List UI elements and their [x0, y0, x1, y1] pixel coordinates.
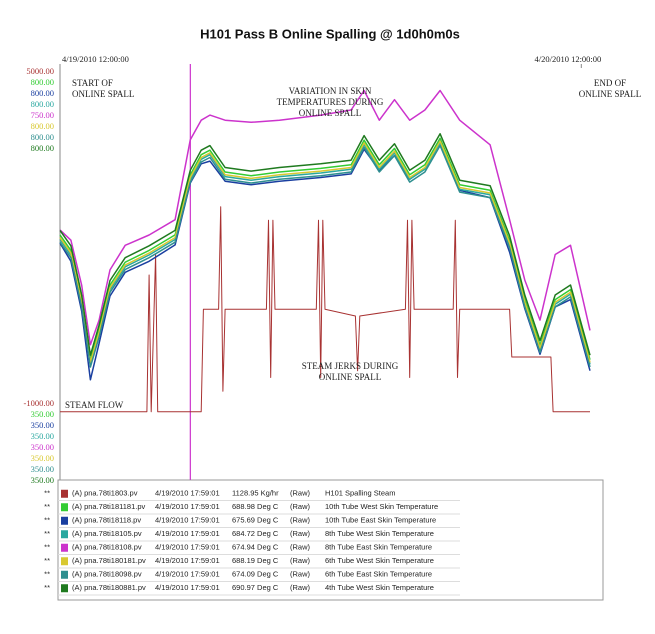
annotation: STEAM JERKS DURING [302, 361, 399, 371]
y-tick-label: 350.00 [31, 442, 54, 452]
annotation: END OF [594, 78, 626, 88]
legend-tag: (A) pna.78ti18118.pv [72, 516, 141, 525]
y-tick-label: 800.00 [31, 132, 54, 142]
y-tick-label: 800.00 [31, 88, 54, 98]
legend-reading: 690.97 Deg C [232, 583, 279, 592]
annotation: TEMPERATURES DURING [277, 97, 384, 107]
y-tick-label: 750.00 [31, 110, 54, 120]
legend-tag: (A) pna.78ti1803.pv [72, 489, 138, 498]
legend-reading: 1128.95 Kg/hr [232, 489, 279, 498]
legend-mode: (Raw) [290, 516, 311, 525]
series-line [60, 206, 590, 413]
legend-name: 6th Tube West Skin Temperature [325, 556, 434, 565]
y-tick-label: 350.00 [31, 475, 54, 485]
annotation: STEAM FLOW [65, 400, 124, 410]
legend-timestamp: 4/19/2010 17:59:01 [155, 502, 220, 511]
legend-name: H101 Spalling Steam [325, 489, 395, 498]
legend-reading: 674.09 Deg C [232, 570, 279, 579]
legend-swatch [61, 570, 68, 579]
legend-timestamp: 4/19/2010 17:59:01 [155, 529, 220, 538]
annotation: VARIATION IN SKIN [289, 86, 372, 96]
legend-swatch [61, 530, 68, 539]
chart-title: H101 Pass B Online Spalling @ 1d0h0m0s [200, 26, 460, 41]
legend-swatch [61, 584, 68, 593]
series-line [59, 140, 591, 364]
legend-mode: (Raw) [290, 583, 311, 592]
legend-swatch [61, 503, 68, 512]
legend-name: 10th Tube West Skin Temperature [325, 502, 438, 511]
legend-timestamp: 4/19/2010 17:59:01 [155, 543, 220, 552]
legend-name: 10th Tube East Skin Temperature [325, 516, 436, 525]
legend-tag: (A) pna.78ti180881.pv [72, 583, 146, 592]
series-line [59, 140, 591, 381]
legend-marker: ** [44, 556, 50, 565]
legend-swatch [61, 489, 68, 498]
legend-mode: (Raw) [290, 543, 311, 552]
legend-name: 6th Tube East Skin Temperature [325, 570, 432, 579]
y-tick-label: 800.00 [31, 121, 54, 131]
legend-name: 4th Tube West Skin Temperature [325, 583, 434, 592]
legend-timestamp: 4/19/2010 17:59:01 [155, 556, 220, 565]
legend-timestamp: 4/19/2010 17:59:01 [155, 570, 220, 579]
legend-mode: (Raw) [290, 570, 311, 579]
series-line [59, 137, 591, 361]
y-tick-label: 800.00 [31, 99, 54, 109]
legend-marker: ** [44, 529, 50, 538]
legend-marker: ** [44, 570, 50, 579]
y-tick-label: -1000.00 [24, 398, 54, 408]
legend-tag: (A) pna.78ti18108.pv [72, 543, 142, 552]
legend-mode: (Raw) [290, 489, 311, 498]
legend-reading: 688.19 Deg C [232, 556, 279, 565]
legend-marker: ** [44, 583, 50, 592]
legend-box [57, 479, 604, 601]
x-tick-label: 4/19/2010 12:00:00 [62, 54, 129, 64]
y-tick-label: 350.00 [31, 453, 54, 463]
legend-marker: ** [44, 516, 50, 525]
legend-marker: ** [44, 543, 50, 552]
legend-reading: 688.98 Deg C [232, 502, 279, 511]
legend-mode: (Raw) [290, 502, 311, 511]
series-line [59, 133, 591, 356]
legend-swatch [61, 543, 68, 552]
annotation: ONLINE SPALL [319, 372, 381, 382]
legend-timestamp: 4/19/2010 17:59:01 [155, 516, 220, 525]
y-tick-label: 800.00 [31, 143, 54, 153]
legend-reading: 675.69 Deg C [232, 516, 279, 525]
legend-tag: (A) pna.78ti18098.pv [72, 570, 142, 579]
annotation: ONLINE SPALL [72, 89, 134, 99]
x-tick-label: 4/20/2010 12:00:00 [534, 54, 601, 64]
series-line [59, 144, 591, 368]
y-tick-label: 800.00 [31, 77, 54, 87]
legend-tag: (A) pna.78ti181181.pv [72, 502, 145, 511]
legend-timestamp: 4/19/2010 17:59:01 [155, 489, 220, 498]
legend-reading: 684.72 Deg C [232, 529, 279, 538]
legend-swatch [61, 557, 68, 566]
y-tick-label: 350.00 [31, 431, 54, 441]
y-tick-label: 350.00 [31, 420, 54, 430]
legend-tag: (A) pna.78ti180181.pv [72, 556, 146, 565]
legend-marker: ** [44, 489, 50, 498]
y-tick-label: 350.00 [31, 464, 54, 474]
legend-swatch [61, 516, 68, 525]
legend-marker: ** [44, 502, 50, 511]
annotation: ONLINE SPALL [299, 108, 361, 118]
legend-tag: (A) pna.78ti18105.pv [72, 529, 142, 538]
y-tick-label: 350.00 [31, 409, 54, 419]
y-tick-label: 5000.00 [26, 66, 54, 76]
legend-reading: 674.94 Deg C [232, 543, 279, 552]
legend-name: 8th Tube West Skin Temperature [325, 529, 434, 538]
legend-mode: (Raw) [290, 556, 311, 565]
legend-name: 8th Tube East Skin Temperature [325, 543, 432, 552]
annotation: START OF [72, 78, 113, 88]
legend-timestamp: 4/19/2010 17:59:01 [155, 583, 220, 592]
series-line [59, 89, 591, 346]
annotation: ONLINE SPALL [579, 89, 641, 99]
legend-mode: (Raw) [290, 529, 311, 538]
